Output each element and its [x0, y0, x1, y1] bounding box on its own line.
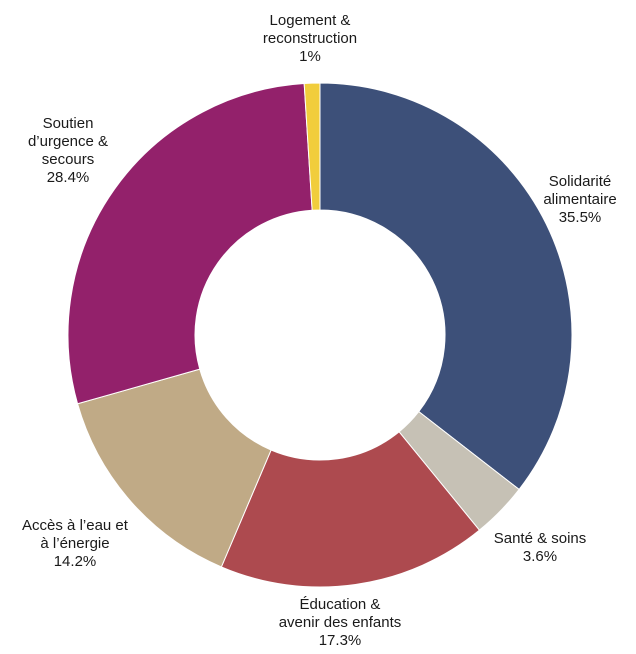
slice-category-label: alimentaire: [543, 191, 616, 208]
slice-value-label: 1%: [299, 48, 321, 65]
slice-category-label: Santé & soins: [494, 530, 587, 547]
slice-category-label: reconstruction: [263, 30, 357, 47]
slice-category-label: Solidarité: [549, 173, 612, 190]
slice-label-2: Éducation & avenir des enfants 17.3%: [279, 596, 402, 649]
slice-category-label: Accès à l’eau et: [22, 517, 129, 534]
donut-slice-3: [76, 368, 272, 568]
donut-slices: [67, 82, 573, 588]
donut-slice-4: [67, 82, 313, 405]
slice-category-label: Éducation &: [300, 596, 381, 613]
donut-slice-5: [303, 82, 321, 211]
donut-slice-2: [220, 431, 481, 588]
slice-category-label: d’urgence &: [28, 133, 108, 150]
slice-value-label: 35.5%: [559, 209, 602, 226]
slice-value-label: 28.4%: [47, 169, 90, 186]
slice-category-label: secours: [42, 151, 95, 168]
slice-label-5: Logement & reconstruction 1%: [263, 12, 357, 65]
slice-value-label: 14.2%: [54, 553, 97, 570]
slice-labels: Solidarité alimentaire 35.5%Santé & soins 3…: [22, 12, 617, 649]
slice-value-label: 17.3%: [319, 632, 362, 649]
slice-category-label: avenir des enfants: [279, 614, 402, 631]
slice-label-1: Santé & soins 3.6%: [494, 530, 587, 565]
donut-slice-0: [319, 82, 573, 491]
slice-label-0: Solidarité alimentaire 35.5%: [543, 173, 616, 226]
slice-label-3: Accès à l’eau et à l’énergie 14.2%: [22, 517, 129, 570]
slice-category-label: Logement &: [270, 12, 351, 29]
slice-category-label: Soutien: [43, 115, 94, 132]
slice-label-4: Soutien d’urgence & secours 28.4%: [28, 115, 108, 186]
slice-value-label: 3.6%: [523, 548, 557, 565]
slice-category-label: à l’énergie: [40, 535, 109, 552]
